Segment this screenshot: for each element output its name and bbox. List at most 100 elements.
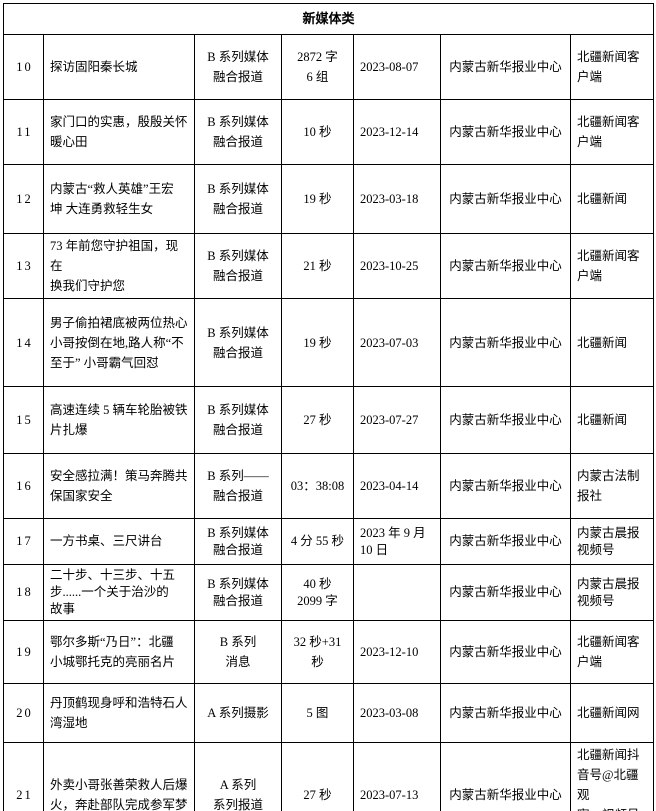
- cell-duration: 27 秒: [281, 386, 354, 454]
- cell-row-number: 12: [3, 164, 44, 234]
- cell-row-number: 20: [3, 683, 44, 743]
- cell-title: 丹顶鹤现身呼和浩特石人 湾湿地: [43, 683, 195, 743]
- cell-duration: 10 秒: [281, 99, 354, 165]
- cell-duration: 2872 字 6 组: [281, 34, 354, 100]
- table-row: 15 高速连续 5 辆车轮胎被铁 片扎爆 B 系列媒体 融合报道 27 秒 20…: [3, 386, 655, 454]
- cell-platform: 北疆新闻: [569, 386, 655, 454]
- cell-date: 2023-07-13: [353, 742, 441, 811]
- cell-row-number: 19: [3, 620, 44, 684]
- cell-series-type: A 系列 系列报道: [194, 742, 282, 811]
- cell-row-number: 16: [3, 453, 44, 519]
- cell-platform: 北疆新闻网: [569, 683, 655, 743]
- cell-date: 2023-08-07: [353, 34, 441, 100]
- cell-series-type: B 系列媒体 融合报道: [194, 34, 282, 100]
- table-row: 19 鄂尔多斯“乃日”：北疆 小城鄂托克的亮丽名片 B 系列 消息 32 秒+3…: [3, 620, 655, 684]
- cell-duration: 19 秒: [281, 298, 354, 387]
- media-table: 新媒体类 10 探访固阳秦长城 B 系列媒体 融合报道 2872 字 6 组 2…: [2, 3, 655, 811]
- cell-organization: 内蒙古新华报业中心: [440, 298, 571, 387]
- cell-series-type: B 系列媒体 融合报道: [194, 298, 282, 387]
- cell-row-number: 10: [3, 34, 44, 100]
- table-header-row: 新媒体类: [2, 3, 655, 35]
- cell-title: 一方书桌、三尺讲台: [43, 518, 195, 565]
- cell-title: 安全感拉满！策马奔腾共 保国家安全: [43, 453, 195, 519]
- cell-title: 探访固阳秦长城: [43, 34, 195, 100]
- cell-date: 2023-04-14: [353, 453, 441, 519]
- cell-duration: 27 秒: [281, 742, 354, 811]
- cell-series-type: B 系列媒体 融合报道: [194, 233, 282, 299]
- table-row: 17 一方书桌、三尺讲台 B 系列媒体 融合报道 4 分 55 秒 2023 年…: [3, 518, 655, 565]
- cell-organization: 内蒙古新华报业中心: [440, 99, 571, 165]
- cell-organization: 内蒙古新华报业中心: [440, 683, 571, 743]
- cell-date: 2023-03-18: [353, 164, 441, 234]
- cell-duration: 4 分 55 秒: [281, 518, 354, 565]
- cell-row-number: 21: [3, 742, 44, 811]
- cell-duration: 32 秒+31 秒: [281, 620, 354, 684]
- cell-title: 73 年前您守护祖国，现在 换我们守护您: [43, 233, 195, 299]
- cell-duration: 19 秒: [281, 164, 354, 234]
- cell-date: 2023-07-03: [353, 298, 441, 387]
- cell-platform: 内蒙古晨报 视频号: [569, 564, 655, 621]
- cell-title: 家门口的实惠，殷殷关怀 暖心田: [43, 99, 195, 165]
- cell-title: 二十步、十三步、十五 步......一个关于治沙的 故事: [43, 564, 195, 621]
- cell-organization: 内蒙古新华报业中心: [440, 34, 571, 100]
- cell-date: 2023 年 9 月 10 日: [353, 518, 441, 565]
- cell-duration: 21 秒: [281, 233, 354, 299]
- cell-date: [353, 564, 441, 621]
- cell-organization: 内蒙古新华报业中心: [440, 386, 571, 454]
- cell-title: 高速连续 5 辆车轮胎被铁 片扎爆: [43, 386, 195, 454]
- cell-date: 2023-12-14: [353, 99, 441, 165]
- cell-date: 2023-07-27: [353, 386, 441, 454]
- cell-series-type: B 系列媒体 融合报道: [194, 564, 282, 621]
- cell-duration: 5 图: [281, 683, 354, 743]
- cell-title: 内蒙古“救人英雄”王宏 坤 大连勇救轻生女: [43, 164, 195, 234]
- cell-platform: 北疆新闻客 户端: [569, 34, 655, 100]
- cell-title: 男子偷拍裙底被两位热心 小哥按倒在地,路人称“不 至于” 小哥霸气回怼: [43, 298, 195, 387]
- cell-organization: 内蒙古新华报业中心: [440, 453, 571, 519]
- cell-platform: 北疆新闻: [569, 164, 655, 234]
- cell-date: 2023-03-08: [353, 683, 441, 743]
- table-category-title: 新媒体类: [2, 3, 655, 35]
- cell-platform: 北疆新闻客 户端: [569, 233, 655, 299]
- cell-date: 2023-10-25: [353, 233, 441, 299]
- table-row: 21 外卖小哥张善荣救人后爆 火，奔赴部队完成参军梦 A 系列 系列报道 27 …: [3, 742, 655, 811]
- cell-platform: 北疆新闻抖 音号@北疆观 察、视频号@: [569, 742, 655, 811]
- table-row: 10 探访固阳秦长城 B 系列媒体 融合报道 2872 字 6 组 2023-0…: [3, 34, 655, 100]
- cell-row-number: 15: [3, 386, 44, 454]
- cell-organization: 内蒙古新华报业中心: [440, 164, 571, 234]
- cell-title: 鄂尔多斯“乃日”：北疆 小城鄂托克的亮丽名片: [43, 620, 195, 684]
- table-row: 12 内蒙古“救人英雄”王宏 坤 大连勇救轻生女 B 系列媒体 融合报道 19 …: [3, 164, 655, 234]
- cell-row-number: 13: [3, 233, 44, 299]
- cell-title: 外卖小哥张善荣救人后爆 火，奔赴部队完成参军梦: [43, 742, 195, 811]
- table-row: 13 73 年前您守护祖国，现在 换我们守护您 B 系列媒体 融合报道 21 秒…: [3, 233, 655, 299]
- table-row: 14 男子偷拍裙底被两位热心 小哥按倒在地,路人称“不 至于” 小哥霸气回怼 B…: [3, 298, 655, 387]
- cell-organization: 内蒙古新华报业中心: [440, 518, 571, 565]
- cell-duration: 40 秒 2099 字: [281, 564, 354, 621]
- cell-series-type: B 系列媒体 融合报道: [194, 386, 282, 454]
- cell-platform: 北疆新闻客 户端: [569, 99, 655, 165]
- cell-row-number: 18: [3, 564, 44, 621]
- cell-organization: 内蒙古新华报业中心: [440, 564, 571, 621]
- cell-duration: 03：38:08: [281, 453, 354, 519]
- cell-organization: 内蒙古新华报业中心: [440, 233, 571, 299]
- cell-row-number: 14: [3, 298, 44, 387]
- table-row: 16 安全感拉满！策马奔腾共 保国家安全 B 系列—— 融合报道 03：38:0…: [3, 453, 655, 519]
- table-row: 11 家门口的实惠，殷殷关怀 暖心田 B 系列媒体 融合报道 10 秒 2023…: [3, 99, 655, 165]
- cell-row-number: 11: [3, 99, 44, 165]
- cell-platform: 北疆新闻客 户端: [569, 620, 655, 684]
- cell-platform: 内蒙古晨报 视频号: [569, 518, 655, 565]
- table-row: 20 丹顶鹤现身呼和浩特石人 湾湿地 A 系列摄影 5 图 2023-03-08…: [3, 683, 655, 743]
- cell-date: 2023-12-10: [353, 620, 441, 684]
- cell-series-type: B 系列媒体 融合报道: [194, 99, 282, 165]
- cell-platform: 内蒙古法制 报社: [569, 453, 655, 519]
- table-row: 18 二十步、十三步、十五 步......一个关于治沙的 故事 B 系列媒体 融…: [3, 564, 655, 621]
- cell-series-type: B 系列 消息: [194, 620, 282, 684]
- cell-platform: 北疆新闻: [569, 298, 655, 387]
- cell-row-number: 17: [3, 518, 44, 565]
- cell-organization: 内蒙古新华报业中心: [440, 620, 571, 684]
- cell-series-type: B 系列—— 融合报道: [194, 453, 282, 519]
- cell-series-type: A 系列摄影: [194, 683, 282, 743]
- cell-series-type: B 系列媒体 融合报道: [194, 164, 282, 234]
- cell-organization: 内蒙古新华报业中心: [440, 742, 571, 811]
- cell-series-type: B 系列媒体 融合报道: [194, 518, 282, 565]
